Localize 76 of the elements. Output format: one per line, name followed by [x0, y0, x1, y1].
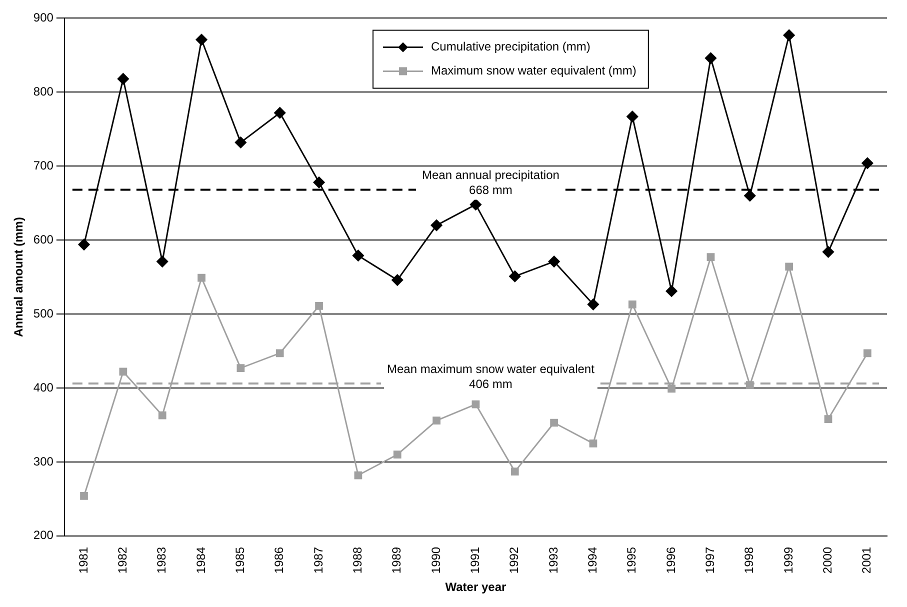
point	[393, 450, 402, 458]
x-tick-label: 1984	[194, 546, 208, 574]
point	[158, 411, 166, 420]
x-tick-label: 1983	[154, 546, 169, 574]
x-tick-label: 1989	[390, 546, 404, 574]
x-tick-label: 1997	[703, 546, 718, 574]
x-tick-label: 1996	[664, 546, 678, 574]
point	[236, 364, 245, 372]
point	[706, 253, 715, 262]
y-tick-label: 500	[33, 306, 54, 320]
y-tick-label: 800	[33, 84, 54, 98]
point	[392, 274, 404, 286]
point	[119, 368, 128, 376]
x-tick-label: 1982	[115, 546, 130, 574]
y-tick-label: 300	[33, 454, 54, 468]
legend-label: Cumulative precipitation (mm)	[431, 40, 590, 54]
x-tick-label: 1985	[233, 546, 247, 574]
point	[668, 384, 676, 393]
point	[862, 157, 874, 169]
x-tick-label: 1998	[742, 546, 756, 574]
point	[196, 34, 208, 46]
y-tick-label: 900	[33, 10, 54, 25]
point	[430, 220, 442, 232]
y-axis-title: Annual amount (mm)	[12, 217, 26, 338]
point	[744, 190, 756, 202]
point	[509, 270, 521, 282]
y-tick-label: 700	[33, 158, 54, 172]
legend-label: Maximum snow water equivalent (mm)	[431, 64, 636, 78]
point	[78, 238, 90, 250]
point	[432, 416, 440, 424]
point	[785, 262, 794, 271]
point	[666, 285, 678, 297]
point	[589, 440, 598, 448]
point	[470, 198, 482, 210]
x-tick-label: 1987	[311, 546, 326, 574]
point	[352, 250, 364, 262]
point	[548, 256, 560, 268]
x-tick-label: 2000	[820, 546, 835, 574]
x-tick-label: 1988	[350, 546, 365, 574]
ref-line-label: Mean annual precipitation 668 mm	[422, 168, 560, 198]
point	[315, 302, 323, 310]
x-tick-label: 1991	[468, 546, 482, 574]
point	[824, 415, 832, 423]
point	[117, 73, 129, 85]
point	[587, 298, 599, 310]
point	[156, 256, 168, 268]
x-tick-label: 1986	[272, 546, 286, 574]
y-tick-label: 200	[33, 528, 54, 542]
x-tick-label: 1994	[586, 546, 600, 574]
point	[704, 52, 716, 64]
point	[510, 468, 519, 476]
point	[234, 136, 246, 148]
y-tick-label: 400	[33, 380, 54, 394]
point	[274, 107, 286, 119]
x-tick-label: 2001	[860, 546, 874, 574]
point	[472, 400, 480, 408]
x-tick-label: 1992	[507, 546, 522, 574]
x-tick-label: 1993	[546, 546, 560, 574]
point	[198, 274, 206, 282]
x-tick-label: 1990	[428, 546, 443, 574]
point	[550, 418, 558, 427]
point	[628, 300, 636, 308]
x-tick-label: 1995	[624, 546, 639, 574]
point	[863, 349, 872, 358]
x-tick-label: 1981	[76, 546, 90, 574]
y-tick-label: 600	[33, 232, 54, 246]
point	[822, 246, 834, 258]
ref-line-label: Mean maximum snow water equivalent 406 mm	[387, 362, 596, 391]
point	[276, 349, 284, 358]
x-tick-label: 1999	[781, 546, 796, 574]
point	[313, 176, 325, 188]
point	[354, 471, 362, 480]
x-axis-title: Water year	[445, 580, 506, 594]
point	[783, 29, 795, 41]
point	[626, 110, 638, 122]
point	[80, 492, 88, 500]
